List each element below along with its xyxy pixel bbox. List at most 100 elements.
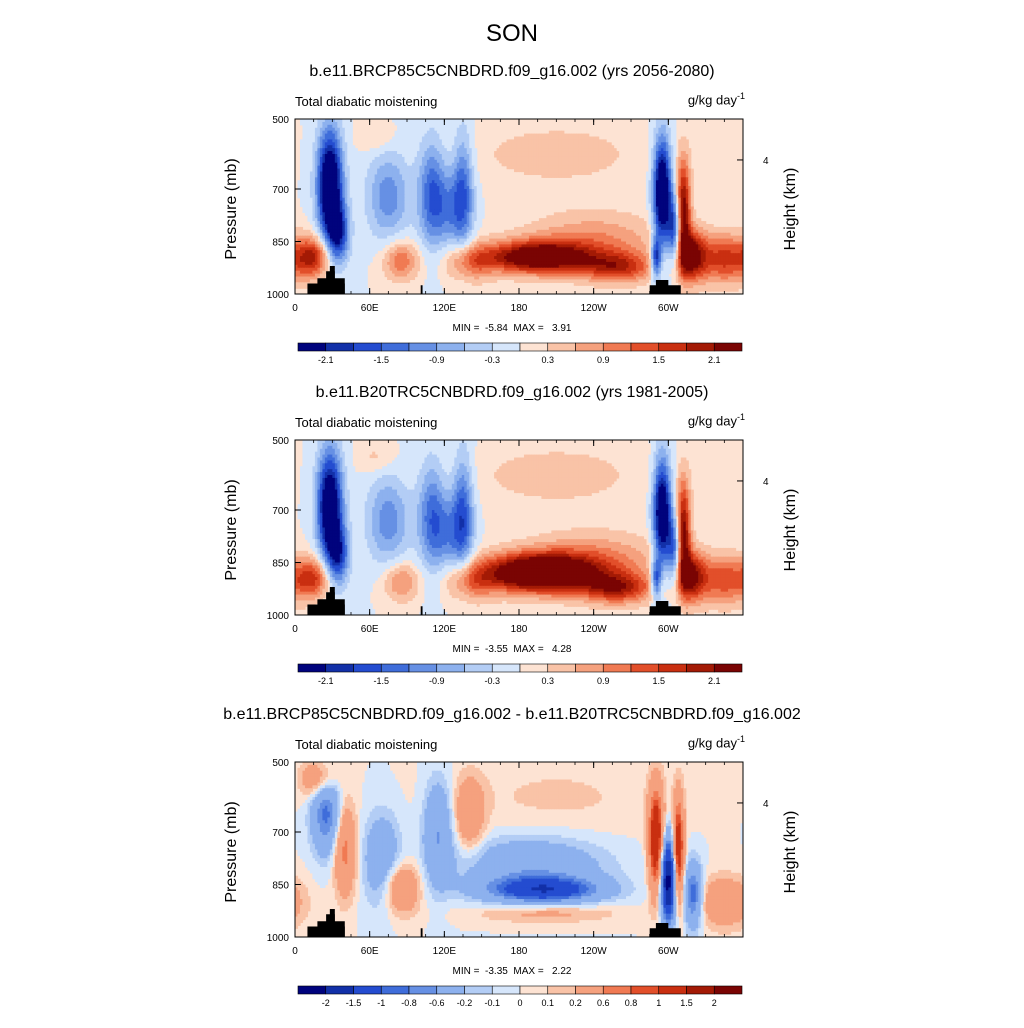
colorbar-swatch — [492, 664, 520, 672]
x-tick-label: 120W — [581, 624, 608, 635]
y-tick-label: 1000 — [267, 611, 290, 622]
topography-mask — [421, 928, 423, 937]
topography-mask — [421, 285, 423, 294]
y-tick-label: 700 — [272, 828, 289, 839]
topography-mask — [421, 606, 423, 615]
colorbar-swatch — [520, 664, 548, 672]
colorbar-swatch — [298, 343, 326, 351]
colorbar-label: 0.1 — [541, 998, 554, 1008]
colorbar-swatch — [659, 664, 687, 672]
right-tick-label: 4 — [763, 156, 769, 167]
colorbar-label: -0.3 — [484, 676, 500, 686]
colorbar-swatch — [659, 986, 687, 994]
x-tick-label: 180 — [511, 624, 528, 635]
colorbar-label: 1.5 — [652, 676, 665, 686]
topography-mask — [656, 923, 668, 937]
panel-3: b.e11.BRCP85C5CNBDRD.f09_g16.002 - b.e11… — [0, 706, 1024, 1028]
colorbar-label: 1.5 — [652, 355, 665, 365]
colorbar-swatch — [492, 343, 520, 351]
colorbar-swatch — [437, 986, 465, 994]
colorbar-swatch — [409, 664, 437, 672]
colorbar-swatch — [603, 343, 631, 351]
topography-mask — [330, 266, 335, 294]
x-tick-label: 120W — [581, 946, 608, 957]
y-tick-label: 500 — [272, 436, 289, 447]
panel-2: b.e11.B20TRC5CNBDRD.f09_g16.002 (yrs 198… — [0, 384, 1024, 706]
colorbar-swatch — [298, 986, 326, 994]
colorbar-label: 0 — [517, 998, 522, 1008]
topography-mask — [330, 909, 335, 937]
x-tick-label: 60W — [658, 303, 679, 314]
colorbar-swatch — [687, 986, 715, 994]
topography-mask — [330, 587, 335, 615]
colorbar-label: -1.5 — [373, 355, 389, 365]
colorbar-label: 2 — [712, 998, 717, 1008]
colorbar-swatch — [603, 986, 631, 994]
contour-field — [295, 119, 744, 295]
right-tick-label: 4 — [763, 799, 769, 810]
x-tick-label: 0 — [292, 946, 298, 957]
x-tick-label: 120E — [433, 624, 457, 635]
colorbar-label: 1.5 — [680, 998, 693, 1008]
colorbar-swatch — [687, 664, 715, 672]
contour-field — [295, 440, 744, 616]
y-tick-label: 850 — [272, 559, 289, 570]
colorbar-label: -0.1 — [484, 998, 500, 1008]
right-tick-label: 4 — [763, 477, 769, 488]
colorbar-swatch — [548, 986, 576, 994]
colorbar-label: -1.5 — [373, 676, 389, 686]
colorbar-label: 0.6 — [597, 998, 610, 1008]
colorbar-swatch — [298, 664, 326, 672]
x-tick-label: 120E — [433, 946, 457, 957]
colorbar-label: -2.1 — [318, 676, 334, 686]
y-tick-label: 700 — [272, 506, 289, 517]
y-tick-label: 1000 — [267, 290, 290, 301]
colorbar-swatch — [548, 343, 576, 351]
figure-title: SON — [0, 20, 1024, 48]
x-tick-label: 60E — [361, 624, 379, 635]
y-tick-label: 700 — [272, 185, 289, 196]
colorbar-swatch — [603, 664, 631, 672]
colorbar-swatch — [381, 664, 409, 672]
colorbar-swatch — [437, 664, 465, 672]
colorbar-swatch — [437, 343, 465, 351]
colorbar-label: 2.1 — [708, 355, 721, 365]
contour-field — [295, 762, 744, 938]
colorbar-swatch — [354, 986, 382, 994]
colorbar-swatch — [548, 664, 576, 672]
colorbar-label: 1 — [656, 998, 661, 1008]
x-tick-label: 60W — [658, 624, 679, 635]
x-tick-label: 60W — [658, 946, 679, 957]
colorbar-swatch — [409, 986, 437, 994]
colorbar-swatch — [659, 343, 687, 351]
colorbar-swatch — [465, 343, 493, 351]
colorbar-swatch — [631, 664, 659, 672]
colorbar-label: -0.6 — [429, 998, 445, 1008]
colorbar-label: 2.1 — [708, 676, 721, 686]
colorbar-label: 0.2 — [569, 998, 582, 1008]
colorbar-swatch — [354, 343, 382, 351]
colorbar-swatch — [465, 664, 493, 672]
colorbar-swatch — [714, 664, 742, 672]
x-tick-label: 120W — [581, 303, 608, 314]
colorbar-swatch — [492, 986, 520, 994]
colorbar-label: -1 — [377, 998, 385, 1008]
colorbar-swatch — [576, 664, 604, 672]
colorbar-swatch — [576, 986, 604, 994]
colorbar-swatch — [714, 986, 742, 994]
colorbar-swatch — [520, 986, 548, 994]
colorbar-swatch — [631, 986, 659, 994]
colorbar-swatch — [687, 343, 715, 351]
colorbar-label: 0.8 — [625, 998, 638, 1008]
colorbar-label: -0.2 — [457, 998, 473, 1008]
colorbar-swatch — [381, 986, 409, 994]
colorbar-swatch — [465, 986, 493, 994]
colorbar-swatch — [631, 343, 659, 351]
topography-mask — [656, 280, 668, 294]
